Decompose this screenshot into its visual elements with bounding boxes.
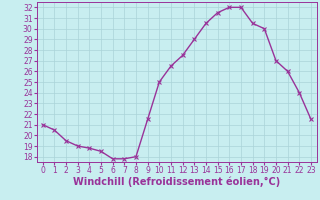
X-axis label: Windchill (Refroidissement éolien,°C): Windchill (Refroidissement éolien,°C) <box>73 177 280 187</box>
